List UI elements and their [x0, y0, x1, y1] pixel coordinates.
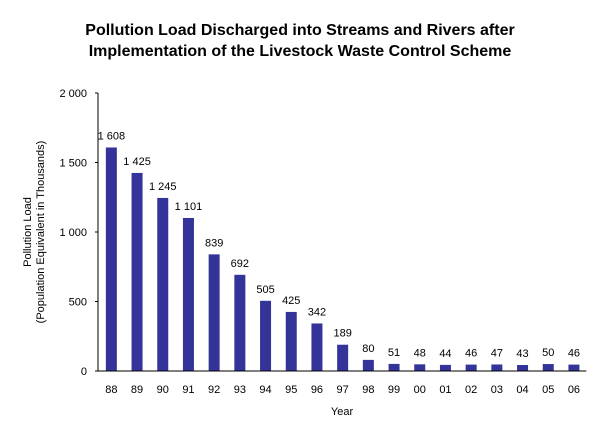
- x-tick-label-06: 06: [568, 384, 580, 396]
- chart-title-line2: Implementation of the Livestock Waste Co…: [88, 43, 512, 60]
- data-label-95: 425: [282, 295, 300, 307]
- y-tick-label-1500: 1 500: [59, 158, 87, 170]
- bars: 1 608 1 425 1 245 1 101 839 692 505 425 342 189 80…: [98, 130, 580, 371]
- axes: 88 89 90 91 92 93 94 95 96 97 98 99 00 01 02 03 04 05 06 0 5…: [59, 88, 587, 396]
- y-tick-label-1000: 1 000: [59, 227, 87, 239]
- data-label-01: 44: [439, 348, 451, 360]
- data-label-00: 48: [414, 347, 426, 359]
- bar-88: [105, 147, 117, 371]
- data-label-94: 505: [256, 284, 274, 296]
- bar-99: [388, 363, 400, 371]
- x-tick-label-93: 93: [234, 384, 246, 396]
- x-tick-label-98: 98: [362, 384, 374, 396]
- bar-96: [311, 323, 323, 371]
- data-label-06: 46: [568, 348, 580, 360]
- bar-89: [131, 172, 143, 371]
- bar-98: [362, 359, 374, 371]
- y-tick-label-500: 500: [69, 297, 87, 309]
- data-label-04: 43: [516, 348, 528, 360]
- data-label-89: 1 425: [123, 156, 151, 168]
- chart-title: Pollution Load Discharged into Streams a…: [0, 20, 600, 62]
- bar-97: [337, 344, 349, 371]
- bar-01: [439, 364, 451, 371]
- y-axis-label-line2: (Population Equivalent in Thousands): [35, 141, 47, 324]
- x-tick-label-02: 02: [465, 384, 477, 396]
- x-tick-label-05: 05: [542, 384, 554, 396]
- data-label-91: 1 101: [175, 201, 203, 213]
- bar-00: [414, 364, 426, 371]
- y-tick-label-0: 0: [81, 366, 87, 378]
- data-label-96: 342: [308, 306, 326, 318]
- x-tick-label-01: 01: [439, 384, 451, 396]
- bar-93: [234, 274, 246, 371]
- x-tick-label-91: 91: [182, 384, 194, 396]
- x-tick-label-97: 97: [337, 384, 349, 396]
- data-label-02: 46: [465, 348, 477, 360]
- y-tick-label-2000: 2 000: [59, 88, 87, 100]
- data-label-05: 50: [542, 347, 554, 359]
- data-label-98: 80: [362, 343, 374, 355]
- x-tick-label-88: 88: [105, 384, 117, 396]
- data-label-92: 839: [205, 237, 223, 249]
- data-label-03: 47: [491, 347, 503, 359]
- x-tick-label-03: 03: [491, 384, 503, 396]
- data-label-90: 1 245: [149, 181, 177, 193]
- bar-95: [285, 311, 297, 371]
- bar-94: [260, 300, 272, 371]
- bar-02: [465, 364, 477, 371]
- x-tick-label-99: 99: [388, 384, 400, 396]
- data-label-99: 51: [388, 347, 400, 359]
- x-tick-label-92: 92: [208, 384, 220, 396]
- data-label-88: 1 608: [98, 130, 126, 142]
- y-axis-label-line1: Pollution Load: [22, 197, 34, 267]
- bar-05: [542, 364, 554, 371]
- x-tick-label-00: 00: [414, 384, 426, 396]
- x-tick-label-95: 95: [285, 384, 297, 396]
- x-tick-label-04: 04: [516, 384, 528, 396]
- bar-03: [491, 364, 503, 371]
- bar-90: [157, 197, 169, 371]
- x-tick-label-89: 89: [131, 384, 143, 396]
- x-tick-label-94: 94: [259, 384, 271, 396]
- bar-91: [182, 217, 194, 371]
- bar-06: [568, 364, 580, 371]
- data-label-97: 189: [333, 328, 351, 340]
- bar-04: [517, 365, 529, 371]
- x-axis-label: Year: [331, 406, 354, 418]
- x-tick-label-96: 96: [311, 384, 323, 396]
- x-tick-label-90: 90: [157, 384, 169, 396]
- bar-92: [208, 254, 220, 371]
- data-label-93: 692: [231, 258, 249, 270]
- chart-title-line1: Pollution Load Discharged into Streams a…: [85, 22, 515, 39]
